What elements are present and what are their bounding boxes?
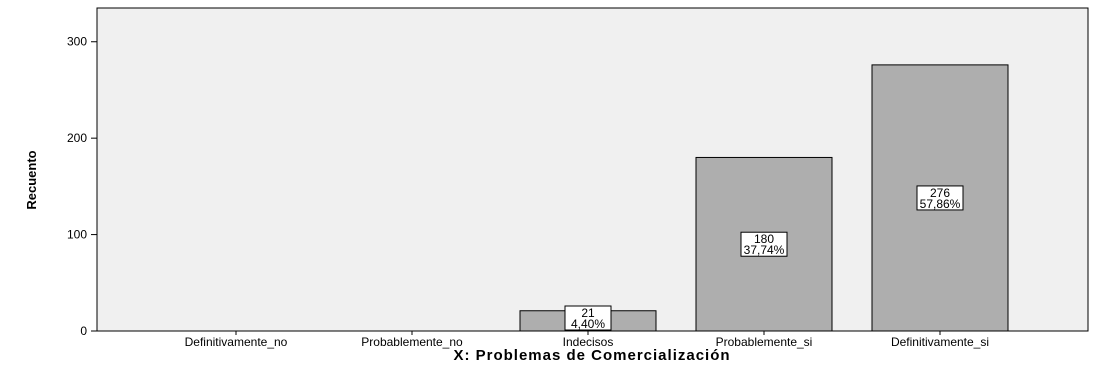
x-tick-label: Probablemente_no — [361, 335, 463, 349]
x-tick-label: Probablemente_si — [716, 335, 813, 349]
data-label-count: 180 — [754, 232, 774, 246]
x-axis-title: X: Problemas de Comercialización — [453, 347, 730, 364]
y-axis: 0 100 200 300 — [67, 35, 97, 338]
data-label-box — [916, 185, 964, 211]
data-label-box — [564, 305, 612, 331]
y-tick-label: 300 — [67, 35, 87, 49]
data-label-box — [740, 231, 788, 257]
data-label-count: 276 — [930, 186, 950, 200]
x-tick-label: Definitivamente_no — [185, 335, 288, 349]
x-tick-label: Indecisos — [563, 335, 614, 349]
y-tick-label: 0 — [80, 324, 87, 338]
data-label: 214,40% — [564, 305, 612, 331]
data-label-percent: 57,86% — [920, 197, 961, 211]
y-tick-label: 200 — [67, 131, 87, 145]
y-tick-label: 100 — [67, 228, 87, 242]
x-axis-labels: Definitivamente_no Probablemente_no Indeci… — [185, 331, 989, 349]
data-label-percent: 4,40% — [571, 317, 605, 331]
x-tick-label: Definitivamente_si — [891, 335, 989, 349]
data-label-percent: 37,74% — [744, 243, 785, 257]
data-label-count: 21 — [581, 306, 595, 320]
y-axis-title: Recuento — [24, 150, 39, 209]
